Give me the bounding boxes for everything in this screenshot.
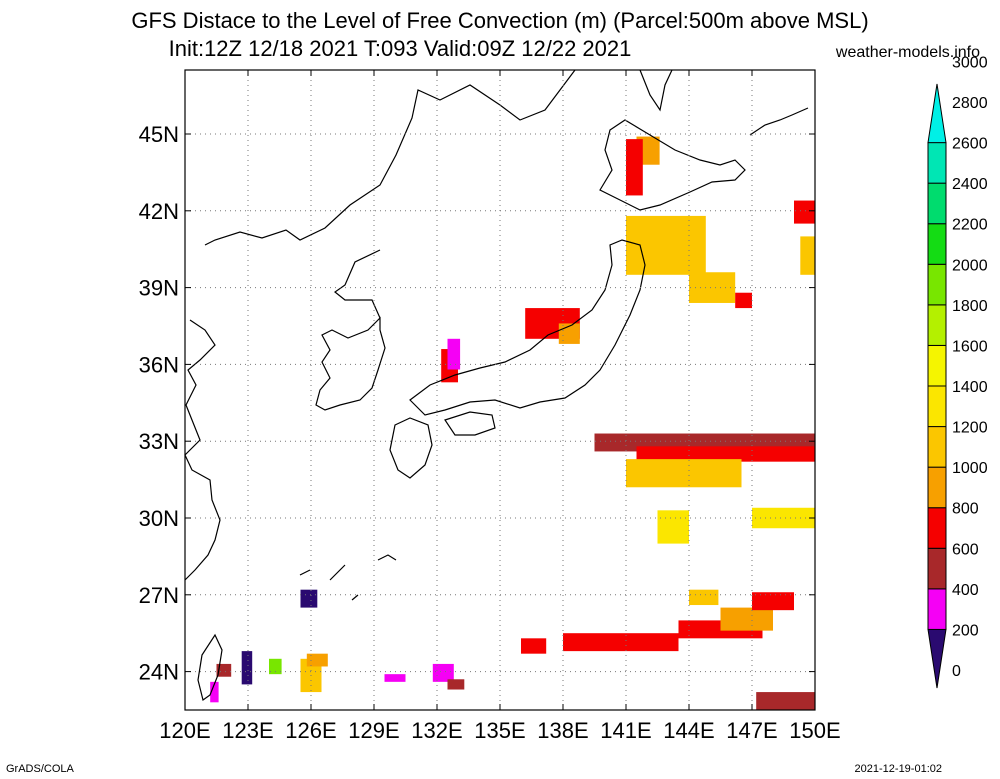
coastline-sakhalin (639, 69, 673, 112)
field-patch (752, 507, 815, 529)
field-patch (210, 681, 219, 703)
coastline-mainland (204, 69, 576, 319)
field-patch (563, 633, 679, 652)
colorbar-label: 2800 (952, 95, 988, 112)
colorbar-label: 0 (952, 663, 961, 680)
colorbar-label: 200 (952, 622, 979, 639)
colorbar-swatch (927, 223, 947, 265)
lon-tick-label: 144E (663, 718, 714, 743)
colorbar-swatch (927, 263, 947, 306)
field-patch (689, 589, 719, 606)
field-patch (241, 651, 253, 685)
colorbar-label: 2400 (952, 176, 988, 193)
field-patch (657, 510, 689, 544)
coastline-ryukyu (299, 554, 397, 601)
field-patch (735, 292, 752, 309)
colorbar-swatch (927, 466, 947, 509)
lon-tick-label: 150E (789, 718, 840, 743)
colorbar-label: 800 (952, 501, 979, 518)
lon-tick-label: 138E (537, 718, 588, 743)
chart-subtitle: Init:12Z 12/18 2021 T:093 Valid:09Z 12/2… (168, 36, 632, 61)
lon-tick-label: 123E (222, 718, 273, 743)
field-patch (794, 200, 815, 224)
field-patch (626, 139, 643, 196)
coastline-kurils (749, 107, 809, 136)
coastline-korea (315, 316, 386, 411)
colorbar-swatch (927, 628, 947, 689)
field-patch (800, 236, 815, 275)
colorbar-swatch (927, 547, 947, 590)
coastline-china-coast (184, 319, 221, 581)
colorbar-swatch (927, 83, 947, 144)
colorbar-label: 1400 (952, 379, 988, 396)
lon-tick-label: 132E (411, 718, 462, 743)
field-patch (447, 338, 461, 370)
coastline-layer (184, 69, 809, 702)
colorbar-label: 2200 (952, 217, 988, 234)
grid-layer (184, 70, 816, 710)
lon-tick-label: 120E (159, 718, 210, 743)
chart-title: GFS Distace to the Level of Free Convect… (131, 8, 869, 33)
lat-tick-label: 33N (139, 429, 179, 454)
field-patch (689, 272, 736, 303)
lon-tick-label: 141E (600, 718, 651, 743)
footer-credit: GrADS/COLA (6, 763, 74, 775)
field-patch (432, 663, 454, 682)
lat-tick-label: 30N (139, 506, 179, 531)
field-patch (306, 653, 328, 667)
site-credit: weather-models.info (835, 44, 980, 61)
colorbar-swatch (927, 588, 947, 630)
colorbar-label: 400 (952, 582, 979, 599)
map-frame (184, 69, 816, 711)
field-patch (756, 692, 815, 710)
lon-tick-label: 129E (348, 718, 399, 743)
coastline-hokkaido (599, 119, 746, 211)
field-patch (626, 459, 742, 488)
colorbar-label: 600 (952, 541, 979, 558)
coastline-taiwan (197, 633, 223, 702)
coastline-shikoku (444, 411, 496, 436)
colorbar-swatch (927, 385, 947, 428)
lon-axis: 120E 123E 126E 129E 132E 135E 138E 141E 144E 147E… (159, 718, 840, 743)
coastline-honshu (409, 239, 646, 416)
lat-tick-label: 36N (139, 352, 179, 377)
colorbar-swatch (927, 426, 947, 468)
colorbar: 0 200 400 600 800 1000 1200 1400 1600 1800 2000 220… (927, 54, 988, 689)
field-patch (720, 607, 773, 631)
field-patch (300, 589, 318, 608)
colorbar-swatch (927, 304, 947, 346)
colorbar-label: 1200 (952, 420, 988, 437)
lat-tick-label: 39N (139, 276, 179, 301)
lon-tick-label: 147E (726, 718, 777, 743)
lon-tick-label: 126E (285, 718, 336, 743)
coastline-kyushu (389, 417, 433, 479)
field-patch (626, 215, 706, 275)
field-patch (384, 674, 406, 682)
field-patch (216, 663, 232, 677)
lat-axis: 24N 27N 30N 33N 36N 39N 42N 45N (139, 122, 179, 685)
colorbar-swatch (927, 507, 947, 549)
colorbar-swatch (927, 182, 947, 225)
field-patch (636, 446, 815, 462)
colorbar-label: 3000 (952, 54, 988, 71)
lat-tick-label: 42N (139, 199, 179, 224)
colorbar-swatch (927, 344, 947, 387)
colorbar-label: 2000 (952, 257, 988, 274)
lon-tick-label: 135E (474, 718, 525, 743)
field-patch (447, 679, 465, 690)
colorbar-label: 1000 (952, 460, 988, 477)
footer-timestamp: 2021-12-19-01:02 (854, 763, 942, 775)
field-layer (210, 136, 815, 710)
colorbar-label: 1800 (952, 298, 988, 315)
colorbar-label: 1600 (952, 338, 988, 355)
lat-tick-label: 24N (139, 660, 179, 685)
colorbar-swatch (927, 142, 947, 184)
field-patch (752, 592, 794, 611)
lat-tick-label: 27N (139, 583, 179, 608)
field-patch (269, 658, 282, 675)
lat-tick-label: 45N (139, 122, 179, 147)
colorbar-label: 2600 (952, 136, 988, 153)
field-patch (521, 638, 547, 654)
